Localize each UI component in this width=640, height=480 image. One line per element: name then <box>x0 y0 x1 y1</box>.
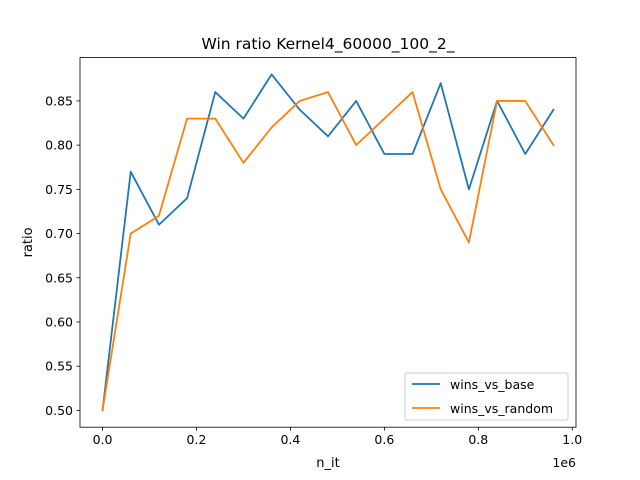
y-tick-label: 0.55 <box>45 359 73 374</box>
legend-label-wins-vs-base: wins_vs_base <box>450 377 535 392</box>
x-tick-label: 0.8 <box>468 432 488 447</box>
plot-frame <box>79 57 577 428</box>
legend-frame <box>404 372 569 421</box>
x-axis-ticks: 0.0 0.2 0.4 0.6 0.8 1.0 <box>93 427 582 447</box>
y-axis-ticks: 0.50 0.55 0.60 0.65 0.70 0.75 0.80 0.85 <box>45 93 80 418</box>
y-tick-label: 0.50 <box>45 403 73 418</box>
chart-title: Win ratio Kernel4_60000_100_2_ <box>201 35 454 54</box>
y-tick-label: 0.85 <box>45 93 73 108</box>
legend-label-wins-vs-random: wins_vs_random <box>450 401 553 416</box>
x-tick-label: 0.0 <box>93 432 113 447</box>
y-axis-label: ratio <box>21 227 36 257</box>
x-tick-label: 0.2 <box>187 432 207 447</box>
plot-area <box>80 57 576 428</box>
y-tick-label: 0.65 <box>45 270 73 285</box>
y-tick-label: 0.70 <box>45 226 73 241</box>
y-tick-label: 0.60 <box>45 314 73 329</box>
x-tick-label: 0.6 <box>374 432 394 447</box>
y-tick-label: 0.75 <box>45 182 73 197</box>
legend: wins_vs_base wins_vs_random <box>404 372 569 421</box>
series-line-wins-vs-base <box>101 73 555 412</box>
x-axis-offset-label: 1e6 <box>552 455 576 470</box>
x-tick-label: 1.0 <box>562 432 582 447</box>
series-line-wins-vs-random <box>101 91 555 412</box>
x-axis-label: n_it <box>316 456 339 471</box>
x-tick-label: 0.4 <box>280 432 300 447</box>
series-layer <box>101 73 555 412</box>
y-tick-label: 0.80 <box>45 138 73 153</box>
